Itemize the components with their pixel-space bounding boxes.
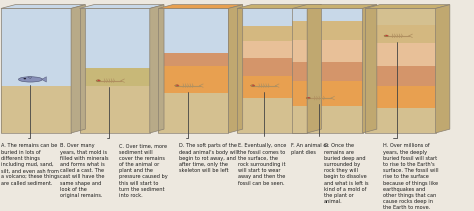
Bar [158,93,228,133]
Polygon shape [80,5,164,8]
Text: H. Over millions of
years, the deeply
buried fossil will start
to rise to the Ea: H. Over millions of years, the deeply bu… [383,143,438,211]
Bar [158,66,228,93]
Ellipse shape [306,97,310,99]
Text: D. The soft parts of the
dead animal's body will
begin to rot away, and
after ti: D. The soft parts of the dead animal's b… [179,143,238,173]
Bar [365,25,436,43]
Text: E. Eventually, once
the fossil comes to
the surface, the
rock surrounding it
wil: E. Eventually, once the fossil comes to … [238,143,286,186]
Circle shape [308,97,310,98]
Ellipse shape [96,80,100,81]
Polygon shape [158,5,243,8]
Ellipse shape [175,85,179,87]
Bar [237,98,307,133]
Text: A. The remains can be
buried in lots of
different things
including mud, sand,
si: A. The remains can be buried in lots of … [1,143,60,186]
Text: G. Once the
remains are
buried deep and
surrounded by
rock they will
begin to di: G. Once the remains are buried deep and … [324,143,368,204]
Bar [237,58,307,76]
Bar [292,62,363,81]
Text: B. Over many
years, that mold is
filled with minerals
and forms what is
called a: B. Over many years, that mold is filled … [60,143,109,198]
Polygon shape [28,77,32,79]
Polygon shape [363,5,377,133]
Bar [80,8,150,68]
Bar [80,86,150,133]
Ellipse shape [18,77,42,82]
Circle shape [176,85,179,86]
Bar [237,8,307,26]
Polygon shape [365,5,450,8]
Polygon shape [436,5,450,133]
Bar [365,86,436,108]
Bar [365,43,436,66]
Circle shape [385,35,388,36]
Polygon shape [228,5,243,133]
Bar [80,68,150,86]
Polygon shape [1,5,85,8]
Polygon shape [42,77,46,82]
Circle shape [24,78,26,79]
Bar [1,86,71,133]
Bar [237,26,307,41]
Circle shape [98,80,100,81]
Polygon shape [150,5,164,133]
Bar [365,8,436,25]
Circle shape [252,85,255,86]
Bar [158,8,228,53]
Bar [365,108,436,133]
Bar [237,41,307,58]
Ellipse shape [384,35,388,37]
Bar [1,8,71,86]
Bar [292,8,363,21]
Bar [292,106,363,133]
Bar [237,76,307,98]
Bar [292,40,363,62]
Bar [292,81,363,106]
Bar [158,53,228,66]
Polygon shape [292,5,377,8]
Bar [365,66,436,86]
Polygon shape [71,5,85,133]
Text: F. An animal or
plant dies: F. An animal or plant dies [291,143,328,155]
Bar [292,21,363,39]
Polygon shape [237,5,321,8]
Polygon shape [307,5,321,133]
Text: C. Over time, more
sediment will
cover the remains
of the animal or
plant and th: C. Over time, more sediment will cover t… [119,143,168,198]
Ellipse shape [251,85,255,87]
